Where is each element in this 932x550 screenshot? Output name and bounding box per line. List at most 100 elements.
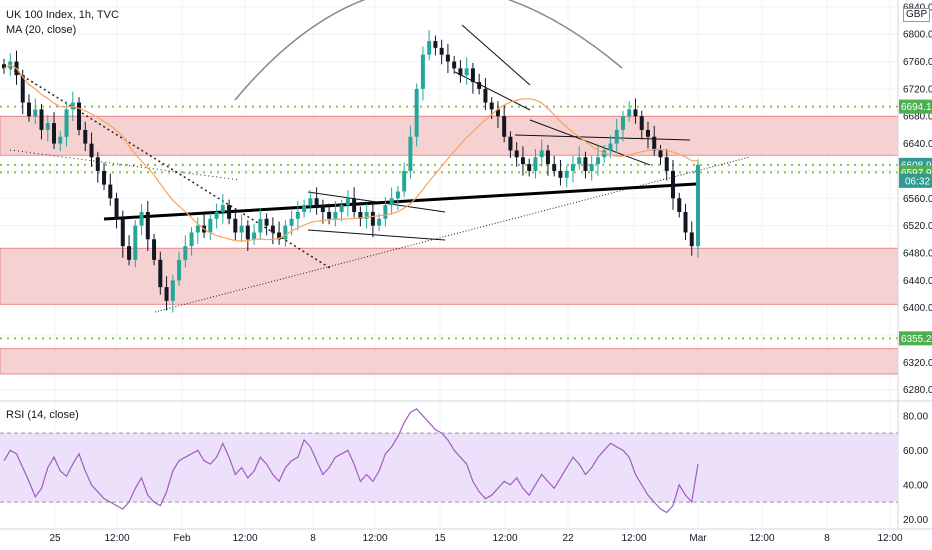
candle-body [233, 218, 238, 233]
candle-body [170, 280, 175, 301]
candle-body [577, 157, 582, 165]
candle-body [677, 198, 682, 212]
candle [658, 144, 663, 165]
candle-body [339, 205, 344, 212]
candle [208, 213, 213, 240]
candle [333, 201, 338, 227]
candle-body [139, 211, 144, 226]
candle [39, 103, 44, 140]
candle-body [302, 205, 307, 212]
candle-body [683, 211, 688, 233]
candle [120, 210, 125, 258]
candle [683, 203, 688, 240]
ma-legend[interactable]: MA (20, close) [6, 24, 77, 36]
candle-body [245, 225, 250, 240]
candle-body [620, 116, 625, 130]
candle-body [602, 150, 607, 158]
candle [595, 146, 600, 176]
candle [364, 203, 369, 229]
price-tick-label: 6280.0 [903, 385, 932, 396]
candle-body [614, 129, 619, 144]
price-tag-bg [899, 99, 932, 114]
candle-body [389, 198, 394, 206]
candle [214, 203, 219, 229]
candle-body [527, 164, 532, 171]
price-tick-label: 6480.0 [903, 248, 932, 259]
candle [164, 276, 169, 311]
candle-body [195, 225, 200, 233]
candle-body [645, 129, 650, 137]
currency-label: GBP [903, 8, 931, 22]
candle [114, 192, 119, 229]
rsi-line [3, 408, 699, 514]
candle [645, 121, 650, 149]
candle [439, 39, 444, 65]
candle-body [270, 225, 275, 233]
moving-average-line [3, 64, 698, 242]
candle-body [327, 211, 332, 219]
candle [133, 220, 138, 268]
candle-body [670, 170, 675, 199]
price-tick-label: 6400.0 [903, 303, 932, 314]
symbol-legend[interactable]: UK 100 Index, 1h, TVC [6, 9, 119, 21]
candle [545, 144, 550, 176]
candle-body [64, 109, 69, 137]
candle [108, 173, 113, 206]
candle [427, 30, 432, 61]
candle [283, 220, 288, 247]
time-tick-label: 15 [434, 533, 446, 544]
price-tick-label: 6640.0 [903, 139, 932, 150]
candle-body [283, 225, 288, 240]
time-tick-label: Feb [173, 533, 191, 544]
candle-body [239, 225, 244, 233]
candle [295, 201, 300, 231]
candle [52, 112, 57, 150]
candle-body [458, 68, 463, 76]
candle [433, 35, 438, 56]
candle-body [420, 54, 425, 89]
candle-body [595, 157, 600, 165]
candle-body [52, 123, 57, 144]
price-tick-label: 6560.0 [903, 194, 932, 205]
price-tick-label: 6320.0 [903, 358, 932, 369]
candle [258, 207, 263, 240]
candle [489, 97, 494, 119]
candle-body [314, 198, 319, 206]
flag-line [461, 24, 531, 86]
candle-body [583, 157, 588, 171]
wedge-line [529, 119, 651, 166]
rsi-legend[interactable]: RSI (14, close) [6, 409, 79, 421]
candle-body [164, 287, 169, 301]
candle [252, 224, 257, 245]
candle [383, 196, 388, 227]
candle [339, 199, 344, 222]
candle [689, 221, 694, 256]
candle [477, 73, 482, 95]
candle-body [520, 157, 525, 165]
candle [389, 187, 394, 215]
candle [77, 97, 82, 136]
candle-body [539, 150, 544, 158]
candle [183, 235, 188, 268]
wedge-line [307, 229, 446, 241]
candle-body [483, 88, 488, 103]
candle-body [433, 41, 438, 48]
candle-body [252, 232, 257, 240]
candle [408, 125, 413, 179]
candle-body [533, 157, 538, 171]
candle [64, 101, 69, 147]
time-tick-label: 12:00 [362, 533, 387, 544]
candle-body [639, 116, 644, 130]
candle [58, 131, 63, 152]
candle-body [58, 136, 63, 144]
candle [508, 131, 513, 158]
rsi-tick-label: 80.00 [903, 411, 928, 422]
candle-body [120, 218, 125, 247]
candle [420, 46, 425, 101]
candle [83, 121, 88, 152]
price-tick-label: 6760.0 [903, 57, 932, 68]
candle [495, 101, 500, 128]
candle [589, 155, 594, 181]
candle-body [20, 75, 25, 103]
